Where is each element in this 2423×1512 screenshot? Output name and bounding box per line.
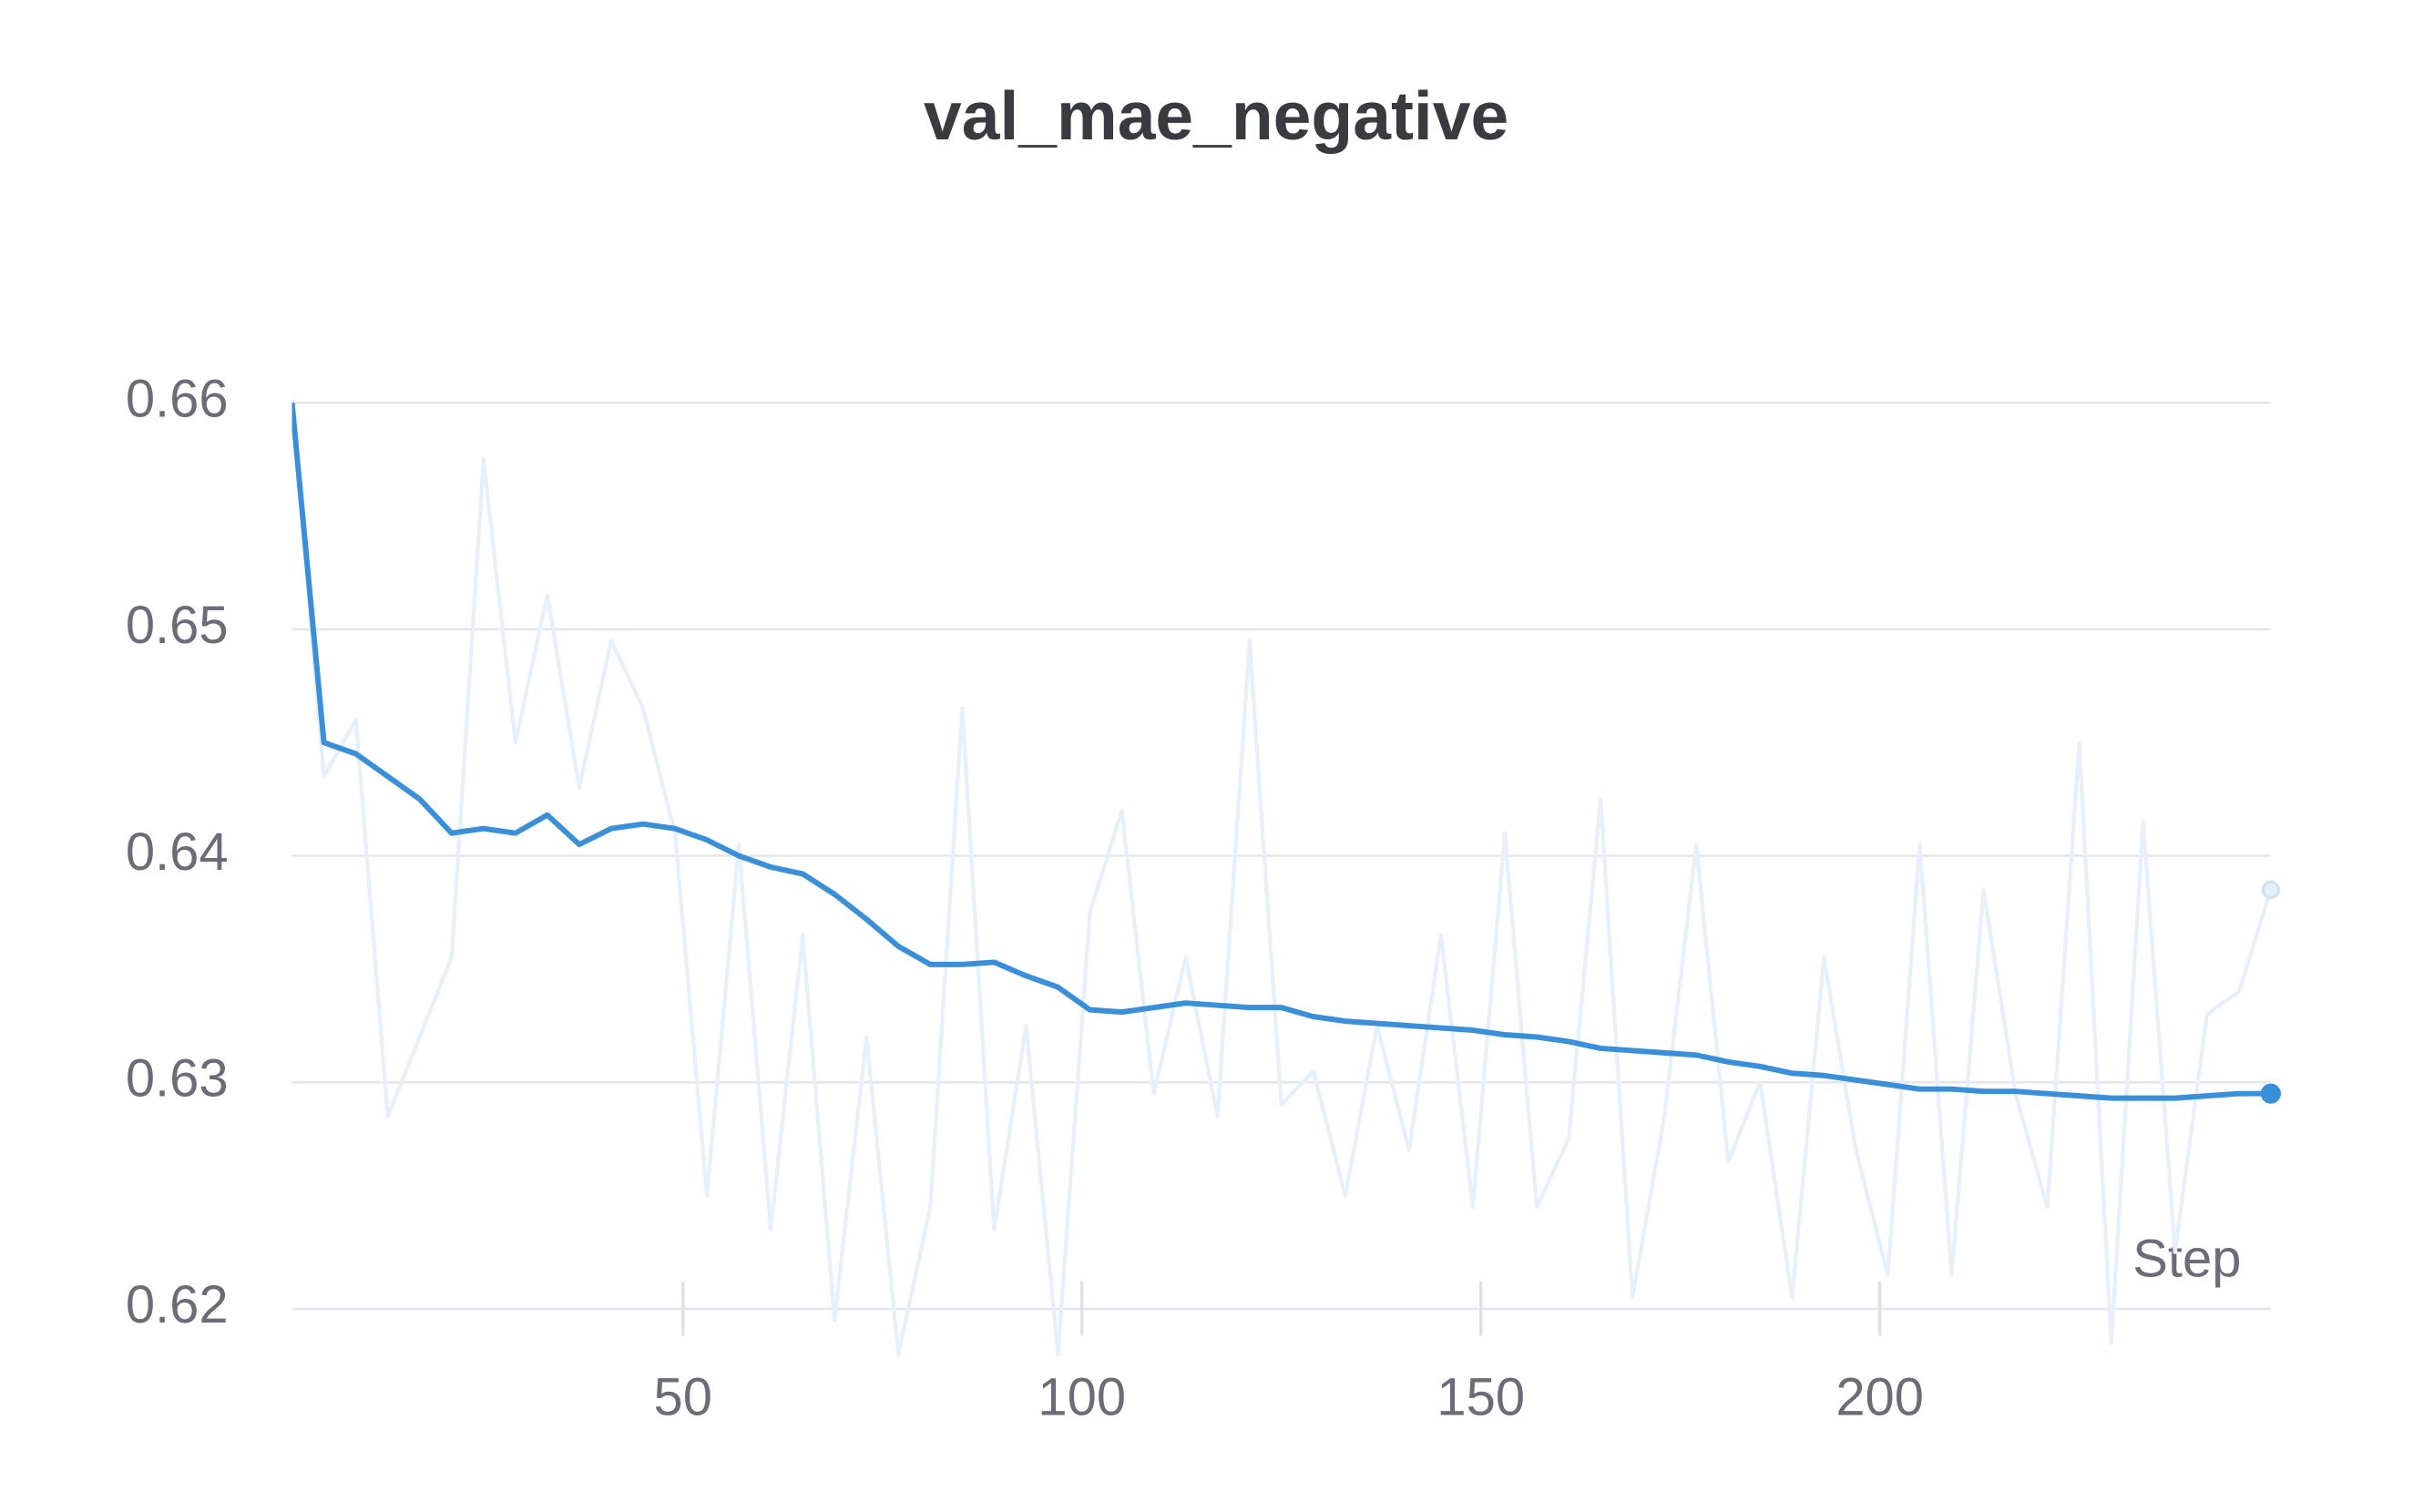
chart-title: val_mae_negative [924, 77, 1508, 154]
raw-line [291, 402, 2271, 1356]
end-point [2261, 880, 2281, 900]
y-tick-label: 0.64 [126, 823, 229, 882]
x-tick-label: 150 [1436, 1368, 1525, 1426]
y-tick-label: 0.62 [126, 1276, 229, 1334]
x-tick-label: 100 [1038, 1368, 1126, 1426]
x-tick-label: 50 [654, 1368, 712, 1426]
x-axis-label: Step [2132, 1231, 2241, 1289]
plot-area [291, 402, 2271, 1356]
y-tick-label: 0.65 [126, 597, 229, 655]
y-tick-label: 0.63 [126, 1050, 229, 1108]
end-point [2260, 1083, 2281, 1104]
y-tick-label: 0.66 [126, 370, 229, 428]
x-tick-label: 200 [1835, 1368, 1924, 1426]
smoothed-line [291, 402, 2271, 1101]
